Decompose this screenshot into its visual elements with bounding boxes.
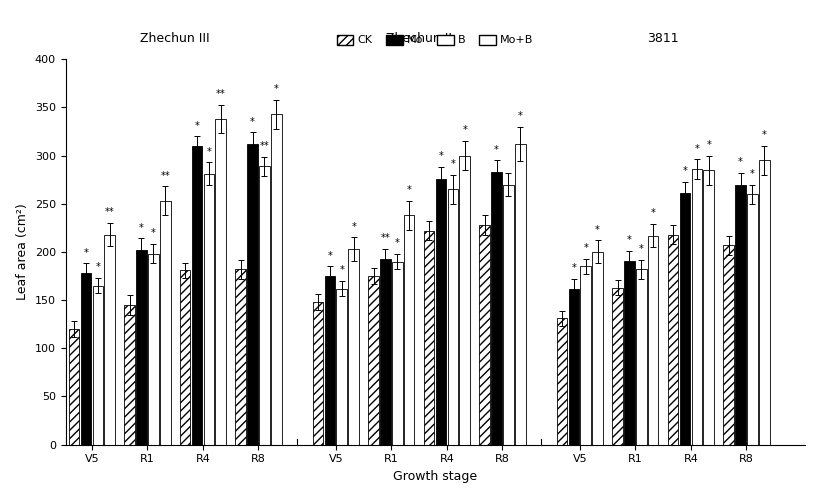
Text: *: * (494, 145, 499, 155)
Bar (624, 261, 635, 445)
Text: *: * (451, 159, 456, 169)
Bar (136, 250, 147, 445)
Bar (736, 184, 745, 445)
Bar (180, 270, 190, 445)
Text: *: * (84, 247, 89, 258)
Text: *: * (595, 225, 600, 235)
Text: *: * (750, 169, 754, 179)
Bar (612, 288, 623, 445)
Text: *: * (406, 185, 411, 195)
Text: Zhechun II: Zhechun II (386, 32, 452, 45)
Bar (723, 245, 734, 445)
Bar (160, 201, 171, 445)
Text: *: * (250, 117, 255, 126)
Text: *: * (438, 151, 443, 162)
Bar (392, 262, 402, 445)
Bar (479, 225, 490, 445)
Bar (580, 266, 591, 445)
Text: *: * (151, 228, 156, 239)
Text: **: ** (216, 89, 226, 99)
Text: *: * (762, 130, 767, 140)
Text: **: ** (381, 233, 390, 243)
Bar (557, 319, 567, 445)
Text: *: * (328, 250, 333, 261)
X-axis label: Growth stage: Growth stage (393, 470, 477, 483)
Bar (124, 305, 135, 445)
Text: **: ** (160, 170, 170, 181)
Bar (271, 114, 282, 445)
Bar (636, 269, 647, 445)
Legend: CK, Mo, B, Mo+B: CK, Mo, B, Mo+B (333, 30, 538, 50)
Text: **: ** (259, 141, 269, 151)
Bar (503, 184, 514, 445)
Bar (491, 172, 502, 445)
Y-axis label: Leaf area (cm²): Leaf area (cm²) (16, 204, 30, 300)
Text: 3811: 3811 (647, 32, 679, 45)
Bar (215, 119, 226, 445)
Bar (424, 231, 434, 445)
Bar (369, 276, 379, 445)
Bar (337, 288, 347, 445)
Bar (148, 254, 158, 445)
Bar (667, 235, 678, 445)
Text: *: * (274, 84, 278, 94)
Bar (313, 302, 323, 445)
Bar (747, 194, 758, 445)
Bar (259, 166, 270, 445)
Bar (104, 235, 115, 445)
Bar (447, 189, 458, 445)
Bar (80, 273, 91, 445)
Bar (460, 156, 470, 445)
Text: *: * (206, 147, 211, 157)
Text: *: * (351, 222, 356, 232)
Text: Zhechun III: Zhechun III (140, 32, 210, 45)
Bar (192, 146, 202, 445)
Bar (404, 215, 415, 445)
Bar (380, 259, 391, 445)
Text: *: * (462, 125, 467, 135)
Text: *: * (639, 244, 644, 254)
Bar (691, 169, 702, 445)
Text: *: * (139, 223, 144, 233)
Bar (348, 249, 359, 445)
Bar (680, 193, 690, 445)
Text: *: * (584, 243, 588, 253)
Bar (69, 329, 80, 445)
Text: **: ** (105, 207, 115, 217)
Bar (93, 286, 103, 445)
Text: *: * (695, 144, 699, 154)
Bar (569, 288, 580, 445)
Text: *: * (571, 263, 576, 273)
Text: *: * (339, 265, 344, 275)
Bar (324, 276, 335, 445)
Text: *: * (518, 111, 523, 121)
Bar (592, 252, 603, 445)
Bar (515, 144, 525, 445)
Text: *: * (395, 238, 400, 248)
Bar (704, 170, 714, 445)
Text: *: * (95, 262, 100, 272)
Text: *: * (738, 157, 743, 167)
Text: *: * (195, 121, 200, 130)
Text: *: * (627, 235, 632, 245)
Text: *: * (706, 140, 711, 150)
Text: *: * (682, 166, 687, 176)
Bar (204, 174, 214, 445)
Text: *: * (651, 208, 656, 218)
Bar (236, 269, 246, 445)
Bar (759, 161, 769, 445)
Bar (247, 144, 258, 445)
Bar (436, 179, 447, 445)
Bar (648, 236, 658, 445)
